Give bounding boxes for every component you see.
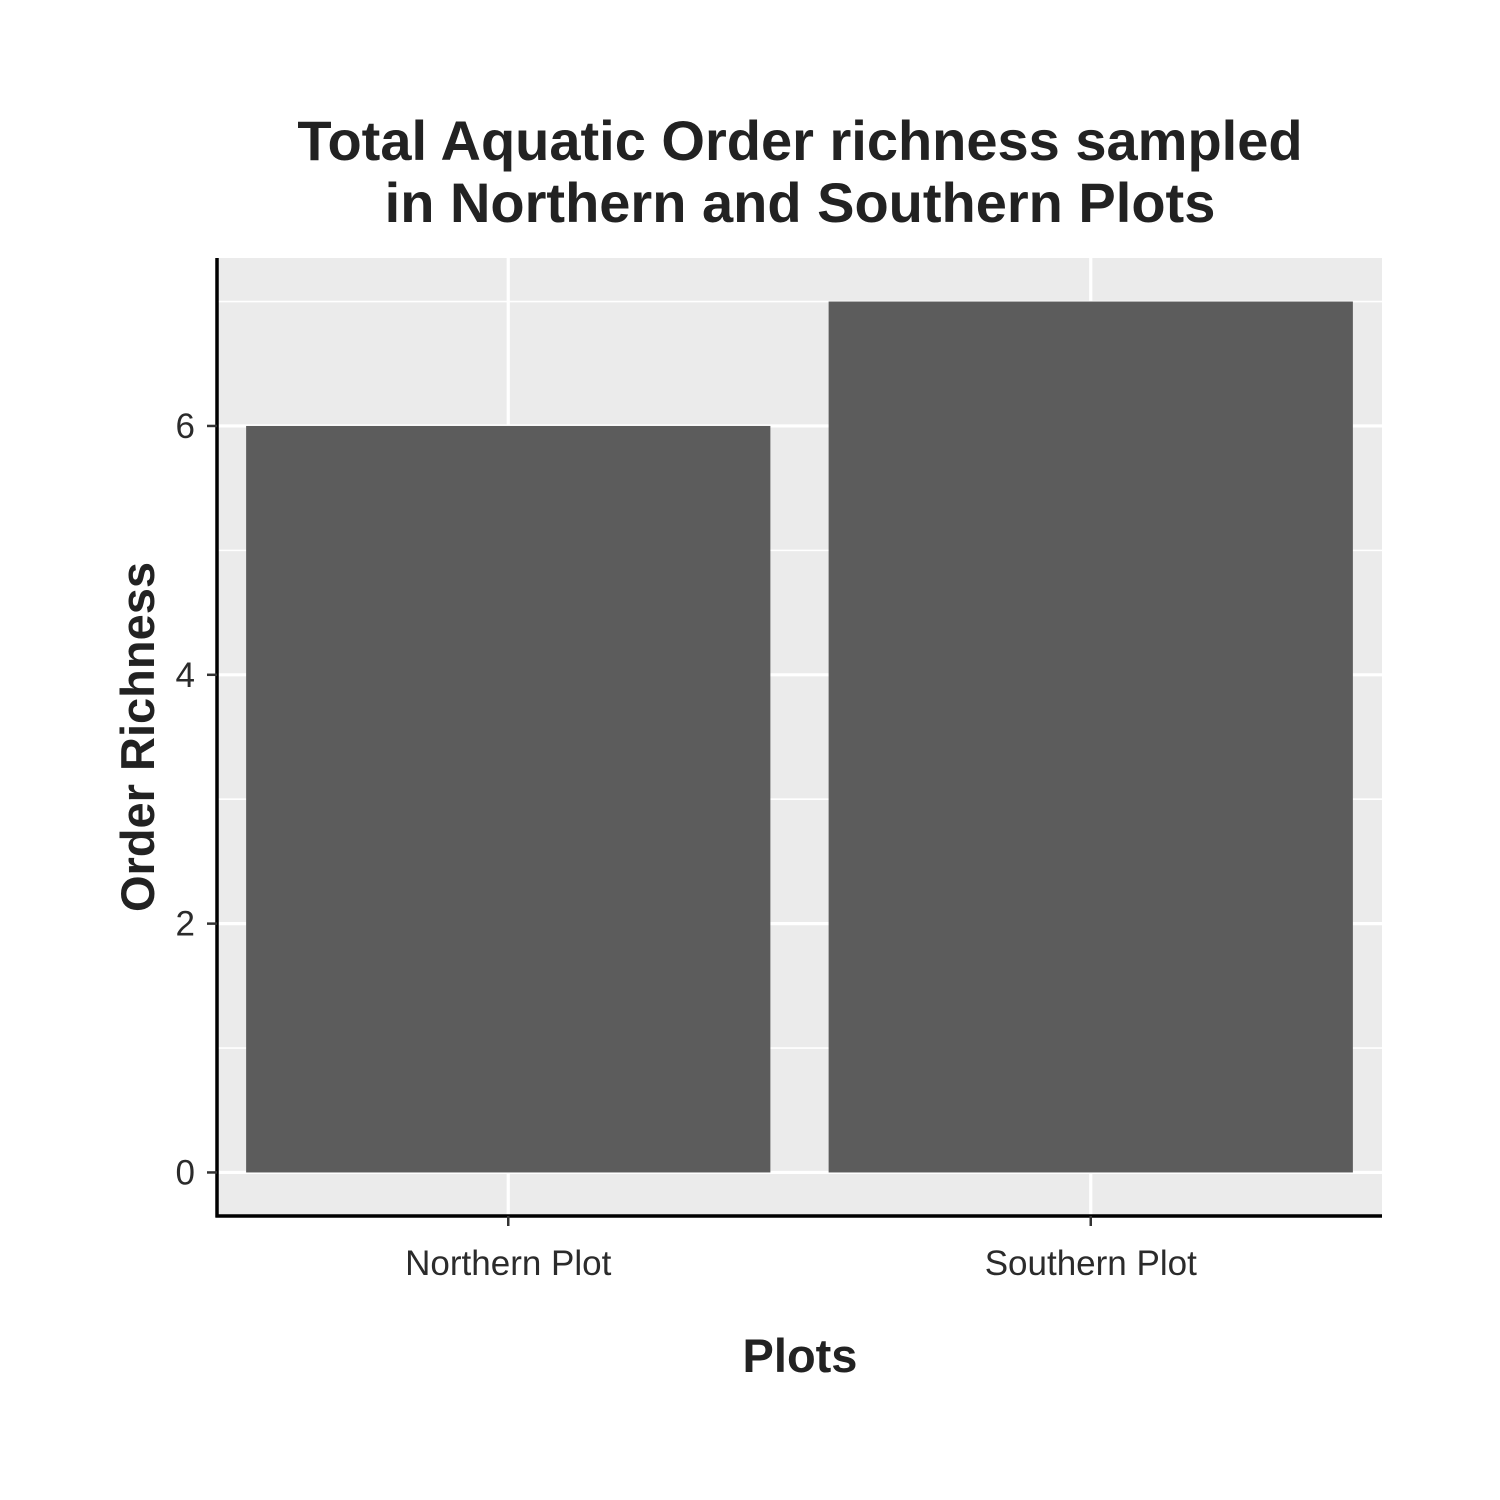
y-tick-label-0: 0 bbox=[176, 1153, 195, 1192]
y-axis-title: Order Richness bbox=[111, 562, 164, 912]
x-tick-label-0: Northern Plot bbox=[405, 1244, 611, 1283]
x-axis-title: Plots bbox=[743, 1329, 858, 1382]
axes bbox=[207, 258, 1382, 1226]
y-tick-label-6: 6 bbox=[176, 407, 195, 446]
chart-title-line-1: Total Aquatic Order richness sampled bbox=[297, 109, 1302, 172]
y-tick-label-4: 4 bbox=[176, 656, 195, 695]
x-tick-label-1: Southern Plot bbox=[985, 1244, 1197, 1283]
chart-title-line-2: in Northern and Southern Plots bbox=[385, 171, 1216, 234]
labels: 0 2 4 6 Northern Plot Southern Plot bbox=[176, 407, 1198, 1283]
bar-1 bbox=[828, 301, 1353, 1173]
y-tick-label-2: 2 bbox=[176, 905, 195, 944]
bar-0 bbox=[246, 425, 771, 1173]
bars bbox=[246, 301, 1353, 1173]
